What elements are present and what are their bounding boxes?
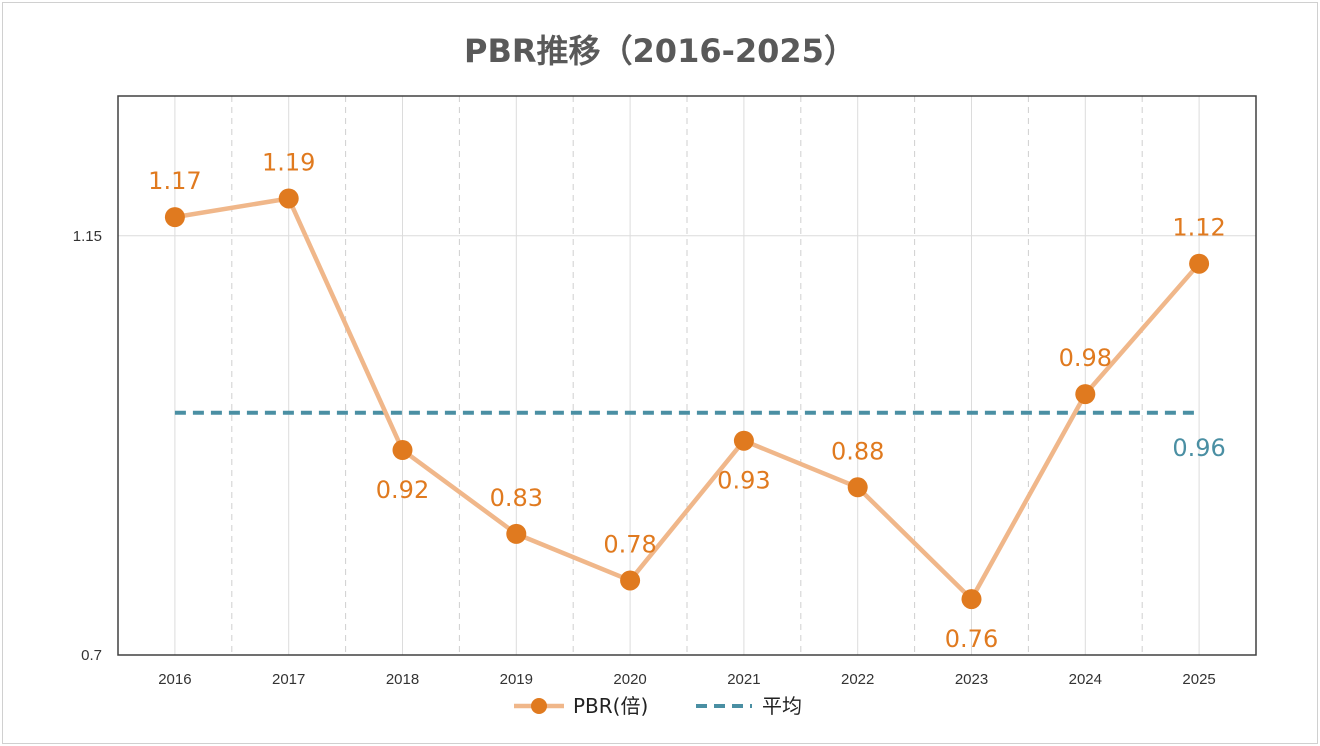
pbr-data-point	[1075, 384, 1096, 405]
pbr-data-label: 0.78	[603, 530, 656, 558]
pbr-data-label: 0.76	[945, 625, 998, 653]
x-tick-label: 2025	[1182, 671, 1215, 688]
pbr-data-point	[620, 570, 641, 591]
pbr-data-point	[1189, 253, 1210, 274]
y-tick-label: 0.7	[81, 647, 102, 664]
pbr-data-label: 1.17	[148, 167, 201, 195]
x-tick-label: 2022	[841, 671, 874, 688]
pbr-data-point	[278, 188, 299, 209]
pbr-data-point	[961, 589, 982, 610]
x-tick-label: 2023	[955, 671, 988, 688]
pbr-series-line	[172, 196, 1202, 602]
x-tick-label: 2021	[727, 671, 760, 688]
x-tick-label: 2020	[613, 671, 646, 688]
legend-pbr-marker	[531, 698, 547, 714]
pbr-data-label: 0.88	[831, 437, 884, 465]
pbr-data-label: 0.92	[376, 476, 429, 504]
average-data-label: 0.96	[1172, 434, 1225, 462]
plot-area-border	[117, 95, 1257, 656]
x-tick-label: 2024	[1069, 671, 1102, 688]
x-tick-label: 2016	[158, 671, 191, 688]
x-tick-label: 2018	[386, 671, 419, 688]
legend-average-label: 平均	[762, 694, 802, 718]
pbr-data-point	[733, 430, 754, 451]
pbr-data-label: 0.93	[717, 467, 770, 495]
pbr-data-label: 1.12	[1172, 214, 1225, 242]
x-tick-label: 2019	[500, 671, 533, 688]
pbr-data-label: 0.98	[1059, 344, 1112, 372]
y-tick-label: 1.15	[73, 228, 102, 245]
chart-title: PBR推移（2016-2025）	[464, 32, 856, 70]
pbr-data-point	[392, 440, 413, 461]
pbr-data-label: 1.19	[262, 148, 315, 176]
pbr-data-point	[164, 207, 185, 228]
x-tick-label: 2017	[272, 671, 305, 688]
pbr-data-label: 0.83	[490, 484, 543, 512]
pbr-data-point	[847, 477, 868, 498]
pbr-data-point	[506, 523, 527, 544]
legend-pbr-label: PBR(倍)	[573, 694, 648, 718]
